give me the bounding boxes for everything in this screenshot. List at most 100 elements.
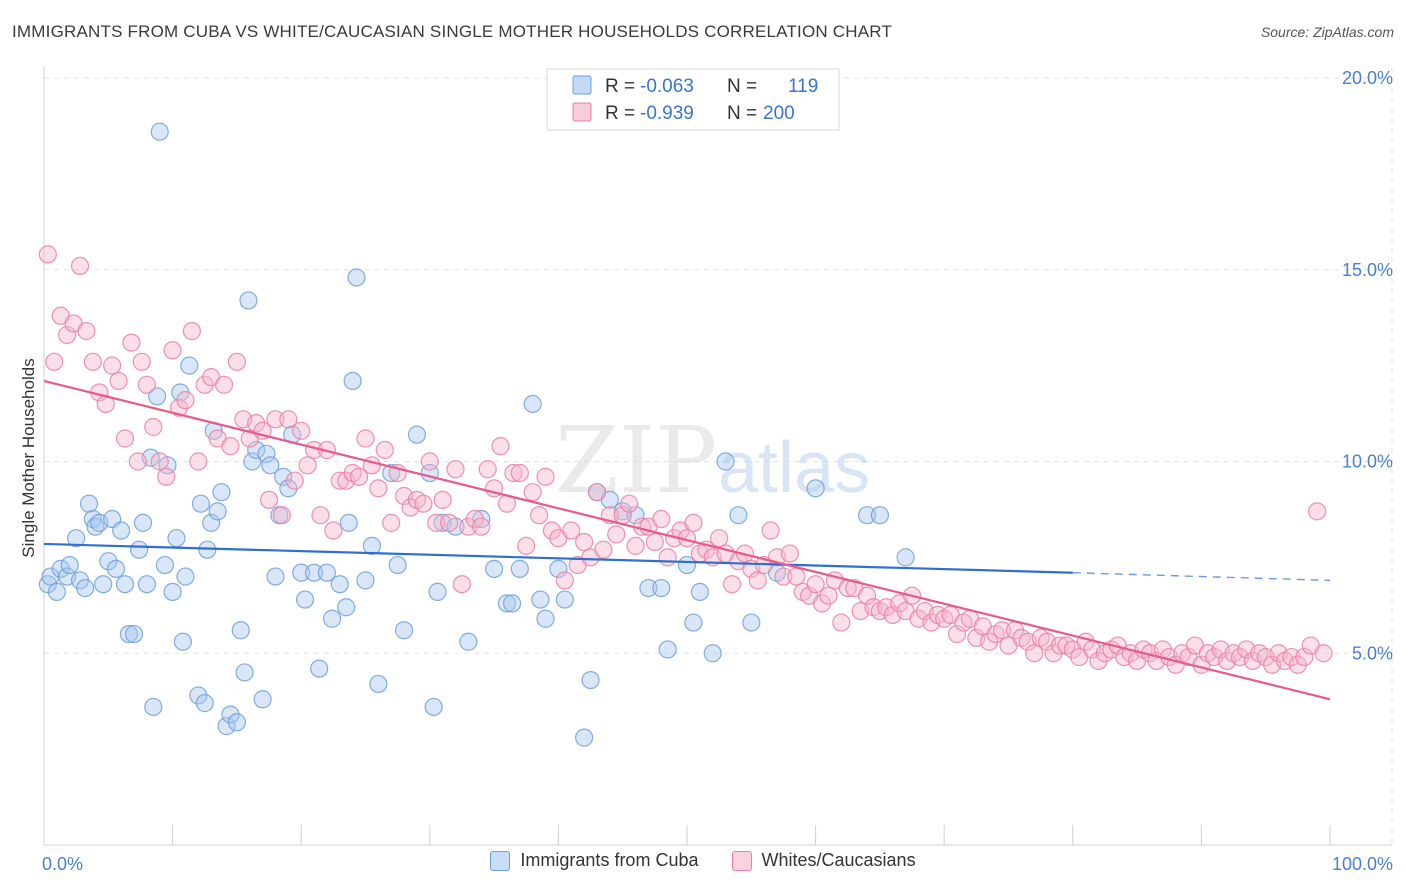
point-whites	[272, 506, 292, 525]
point-whites	[658, 548, 677, 567]
point-whites	[832, 613, 851, 632]
point-cuba	[176, 567, 195, 586]
series-whites-caucasians	[38, 245, 1333, 674]
point-whites	[439, 513, 459, 532]
point-cuba	[253, 690, 272, 709]
legend-r-value: -0.939	[640, 103, 694, 124]
point-cuba	[870, 506, 890, 525]
point-cuba	[106, 559, 126, 578]
point-whites	[58, 325, 77, 345]
point-whites	[1025, 644, 1044, 663]
point-cuba	[626, 506, 645, 525]
point-cuba	[330, 575, 349, 594]
point-cuba	[317, 563, 337, 582]
point-whites	[472, 517, 491, 536]
point-whites	[523, 483, 542, 502]
point-whites	[452, 575, 472, 594]
point-cuba	[729, 506, 748, 525]
point-cuba	[575, 728, 594, 747]
point-whites	[575, 532, 594, 552]
point-cuba	[407, 425, 427, 444]
y-tick-label: 20.0%	[1342, 68, 1393, 88]
point-cuba	[497, 594, 517, 613]
point-whites	[510, 463, 529, 483]
point-cuba	[243, 452, 262, 471]
point-cuba	[347, 268, 366, 287]
axes	[43, 67, 1392, 846]
y-axis-label: Single Mother Households	[19, 358, 38, 557]
point-whites	[311, 506, 330, 525]
point-whites	[77, 322, 96, 341]
point-cuba	[155, 555, 174, 575]
point-whites	[227, 352, 246, 371]
point-cuba	[150, 122, 169, 141]
point-cuba	[690, 582, 709, 601]
point-whites	[761, 521, 780, 540]
point-cuba	[202, 513, 221, 532]
point-whites	[478, 460, 497, 479]
point-whites	[144, 417, 163, 437]
point-whites	[947, 624, 967, 644]
point-cuba	[79, 494, 99, 513]
y-tick-label: 15.0%	[1342, 260, 1393, 280]
point-whites	[684, 513, 703, 532]
point-whites	[587, 483, 607, 502]
point-whites	[163, 341, 182, 360]
point-whites	[324, 521, 343, 540]
point-cuba	[295, 590, 315, 609]
point-whites	[620, 494, 639, 513]
point-cuba	[536, 609, 555, 628]
legend-n-value: 200	[763, 103, 795, 124]
point-whites	[710, 529, 729, 548]
point-cuba	[652, 578, 671, 598]
correlation-legend: R = -0.063 N = 119 R = -0.939 N = 200	[546, 68, 840, 131]
x-tick-label: 100.0%	[1332, 854, 1393, 874]
point-whites	[285, 471, 304, 490]
point-whites	[137, 375, 156, 394]
point-cuba	[304, 563, 324, 582]
y-tick-label: 10.0%	[1342, 452, 1393, 472]
point-whites	[38, 245, 57, 264]
point-cuba	[99, 552, 118, 571]
y-tick-label: 5.0%	[1352, 643, 1393, 663]
source-note: Source: ZipAtlas.com	[1260, 24, 1394, 40]
point-whites	[266, 410, 285, 429]
legend-r-value: -0.063	[640, 76, 694, 97]
point-whites	[536, 467, 555, 486]
point-cuba	[339, 513, 358, 532]
point-cuba	[94, 575, 113, 594]
point-whites	[349, 467, 369, 486]
point-cuba	[208, 502, 227, 521]
trend-lines	[43, 379, 1331, 701]
point-cuba	[310, 659, 329, 678]
series-immigrants-from-cuba	[38, 122, 915, 747]
point-whites	[83, 352, 102, 371]
legend-item-cuba: Immigrants from Cuba	[490, 850, 698, 871]
point-cuba	[503, 594, 522, 613]
point-whites	[819, 586, 838, 605]
legend-label-cuba: Immigrants from Cuba	[520, 850, 699, 870]
point-whites	[1295, 647, 1314, 667]
point-cuba	[857, 506, 877, 525]
point-whites	[150, 452, 169, 471]
point-cuba	[549, 559, 568, 578]
point-whites	[594, 540, 613, 559]
legend-swatch-whites	[731, 850, 752, 871]
point-whites	[1308, 502, 1327, 521]
point-cuba	[47, 582, 66, 601]
point-whites	[555, 571, 574, 590]
point-whites	[517, 536, 536, 555]
point-whites	[857, 586, 877, 605]
point-cuba	[703, 644, 722, 663]
point-whites	[298, 456, 317, 475]
point-whites	[369, 479, 388, 498]
trend-line-whites	[43, 379, 1331, 701]
point-cuba	[716, 452, 735, 471]
point-whites	[375, 440, 394, 460]
point-cuba	[133, 513, 153, 532]
point-cuba	[531, 590, 550, 609]
point-whites	[189, 452, 208, 471]
chart-title: IMMIGRANTS FROM CUBA VS WHITE/CAUCASIAN …	[12, 22, 893, 41]
point-whites	[722, 575, 742, 594]
point-whites	[504, 463, 523, 483]
